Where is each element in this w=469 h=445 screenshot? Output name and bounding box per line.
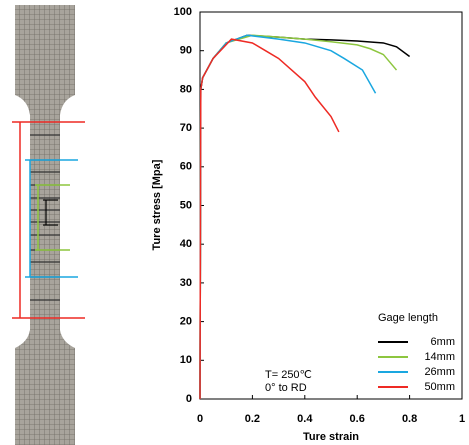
- y-tick-label: 50: [180, 199, 192, 211]
- series-line: [199, 34, 411, 400]
- y-tick-label: 0: [186, 393, 192, 405]
- legend-label: 26mm: [424, 366, 455, 378]
- y-tick-label: 90: [180, 45, 192, 57]
- y-tick-label: 100: [174, 6, 192, 18]
- annotation: 0° to RD: [265, 382, 307, 394]
- x-tick-label: 0.4: [297, 413, 313, 425]
- y-axis-label: Ture stress [Mpa]: [151, 159, 163, 250]
- annotation: T= 250℃: [265, 369, 312, 381]
- legend-label: 14mm: [424, 351, 455, 363]
- plot-frame: [199, 11, 463, 400]
- series-line: [199, 34, 398, 400]
- y-tick-label: 70: [180, 122, 192, 134]
- y-tick-label: 20: [180, 316, 192, 328]
- series-line: [199, 38, 340, 400]
- y-tick-label: 80: [180, 83, 192, 95]
- y-tick-label: 60: [180, 161, 192, 173]
- x-tick-label: 1: [459, 413, 465, 425]
- x-tick-label: 0.6: [350, 413, 365, 425]
- legend-label: 6mm: [431, 336, 455, 348]
- y-tick-label: 10: [180, 354, 192, 366]
- x-tick-label: 0: [197, 413, 203, 425]
- y-tick-label: 30: [180, 277, 192, 289]
- specimen-photo: [12, 5, 85, 445]
- legend-label: 50mm: [424, 381, 455, 393]
- x-axis-label: Ture strain: [303, 431, 359, 443]
- x-tick-label: 0.2: [245, 413, 260, 425]
- y-tick-label: 40: [180, 238, 192, 250]
- x-tick-label: 0.8: [402, 413, 417, 425]
- series-line: [199, 34, 377, 400]
- legend-title: Gage length: [378, 312, 438, 324]
